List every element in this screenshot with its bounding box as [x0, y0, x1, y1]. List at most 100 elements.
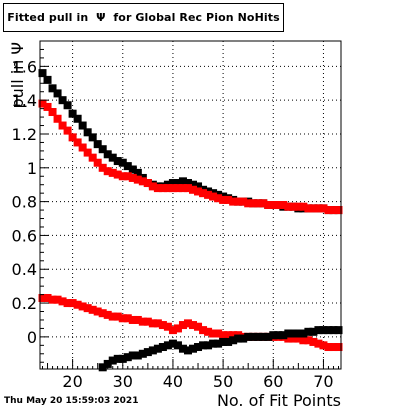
data-point [83, 148, 92, 157]
data-point [138, 349, 147, 358]
data-point [334, 343, 343, 352]
data-point [269, 201, 278, 209]
data-point [314, 326, 323, 335]
data-point [178, 177, 187, 186]
data-point [284, 202, 293, 211]
data-point [329, 326, 338, 335]
data-point [73, 300, 82, 309]
chart-title: Fitted pull in Ψ for Global Rec Pion NoH… [7, 11, 280, 24]
x-tick-label: 70 [313, 372, 333, 391]
data-point [199, 189, 208, 198]
data-point [113, 312, 122, 321]
data-point [68, 133, 77, 142]
data-point [199, 341, 208, 350]
data-point [299, 202, 308, 211]
data-point [324, 206, 333, 215]
series-2 [38, 293, 343, 352]
plot-frame [39, 40, 342, 370]
data-point [229, 336, 238, 345]
y-tick-label: 1 [27, 159, 37, 178]
data-point [68, 299, 77, 308]
data-point [214, 329, 223, 338]
data-point [58, 96, 67, 105]
data-point [168, 339, 177, 348]
data-point [148, 319, 157, 328]
data-point [133, 351, 142, 360]
data-point [53, 114, 62, 123]
data-point [128, 351, 137, 360]
data-point [219, 337, 228, 346]
data-point [128, 173, 137, 182]
data-point [143, 317, 152, 326]
data-point [309, 327, 318, 336]
data-point [234, 334, 243, 343]
datestamp: Thu May 20 15:59:03 2021 [4, 396, 139, 406]
data-point [294, 334, 303, 343]
data-point [153, 319, 162, 328]
data-point [98, 309, 107, 318]
data-point [304, 327, 313, 336]
data-point [209, 329, 218, 338]
y-tick-label: 1.6 [12, 57, 37, 76]
data-point [113, 157, 122, 166]
data-point [199, 326, 208, 335]
data-point [68, 109, 77, 118]
data-point [314, 339, 323, 348]
data-point [113, 354, 122, 363]
data-point [168, 179, 177, 188]
data-point [123, 314, 132, 323]
data-point [63, 299, 72, 308]
data-point [38, 99, 47, 108]
data-point [93, 158, 102, 167]
data-point [264, 332, 273, 341]
data-point [304, 204, 313, 213]
data-point [294, 202, 303, 211]
data-point [209, 339, 218, 348]
data-point [324, 343, 333, 352]
data-point [173, 324, 182, 333]
data-point [138, 317, 147, 326]
x-axis-label: No. of Fit Points [217, 391, 341, 410]
data-point [108, 153, 117, 162]
data-point [274, 331, 283, 340]
data-point [63, 101, 72, 110]
data-point [334, 326, 343, 335]
data-point [53, 295, 62, 304]
data-point [73, 138, 82, 147]
data-point [294, 329, 303, 338]
data-point [274, 201, 283, 209]
data-point [194, 187, 203, 196]
x-tick-label: 30 [113, 372, 133, 391]
data-point [299, 329, 308, 338]
data-point [103, 359, 112, 368]
data-point [204, 190, 213, 199]
data-point [183, 319, 192, 328]
series-1 [38, 99, 343, 215]
data-point [178, 344, 187, 353]
data-point [133, 168, 142, 177]
data-point [78, 143, 87, 152]
data-point [244, 199, 253, 208]
y-axis-label: pull in Ψ [8, 42, 27, 109]
data-point [163, 184, 172, 193]
data-point [118, 172, 127, 181]
data-point [158, 321, 167, 330]
data-point [83, 128, 92, 137]
data-point [254, 199, 263, 208]
data-point [168, 326, 177, 335]
data-point [259, 332, 268, 341]
data-point [48, 108, 57, 117]
data-point [38, 293, 47, 302]
chart-title-box: Fitted pull in Ψ for Global Rec Pion NoH… [3, 3, 284, 32]
data-point [123, 353, 132, 362]
data-point [108, 356, 117, 365]
data-point [133, 315, 142, 324]
x-tick-label: 40 [163, 372, 183, 391]
data-point [239, 334, 248, 343]
x-tick-label: 60 [263, 372, 283, 391]
data-point [304, 336, 313, 345]
data-point [173, 184, 182, 193]
y-tick-label: 0 [27, 328, 37, 347]
data-point [189, 180, 198, 189]
data-point [329, 206, 338, 215]
